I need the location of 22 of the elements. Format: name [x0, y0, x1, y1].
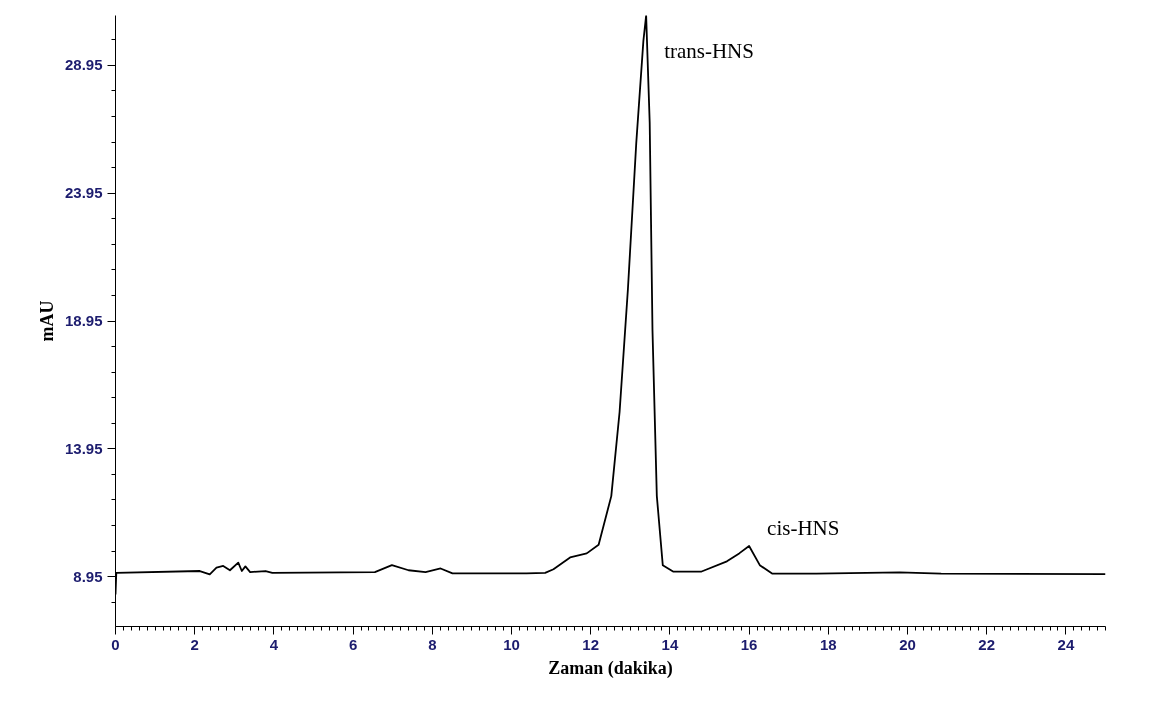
- x-tick-label: 22: [978, 635, 996, 653]
- x-tick-label: 12: [582, 635, 600, 653]
- x-axis-title: Zaman (dakika): [548, 657, 673, 679]
- x-tick-label: 8: [428, 635, 437, 653]
- x-tick-label: 20: [899, 635, 916, 653]
- y-tick-label: 13.95: [64, 439, 103, 457]
- x-tick-label: 2: [190, 635, 199, 653]
- x-tick-label: 14: [661, 635, 679, 653]
- annotation: trans-HNS: [664, 38, 754, 63]
- x-tick-label: 24: [1057, 635, 1075, 653]
- y-axis-title: mAU: [36, 300, 57, 342]
- annotation: cis-HNS: [767, 515, 840, 540]
- y-tick-label: 28.95: [64, 56, 103, 74]
- x-tick-label: 0: [111, 635, 120, 653]
- x-tick-label: 6: [348, 635, 358, 653]
- x-tick-label: 4: [269, 635, 279, 653]
- y-tick-label: 18.95: [64, 312, 103, 329]
- x-tick-label: 16: [740, 635, 758, 653]
- x-tick-label: 10: [503, 635, 520, 653]
- y-tick-label: 8.95: [73, 567, 103, 585]
- y-tick-label: 23.95: [64, 184, 103, 202]
- x-tick-label: 18: [819, 635, 837, 653]
